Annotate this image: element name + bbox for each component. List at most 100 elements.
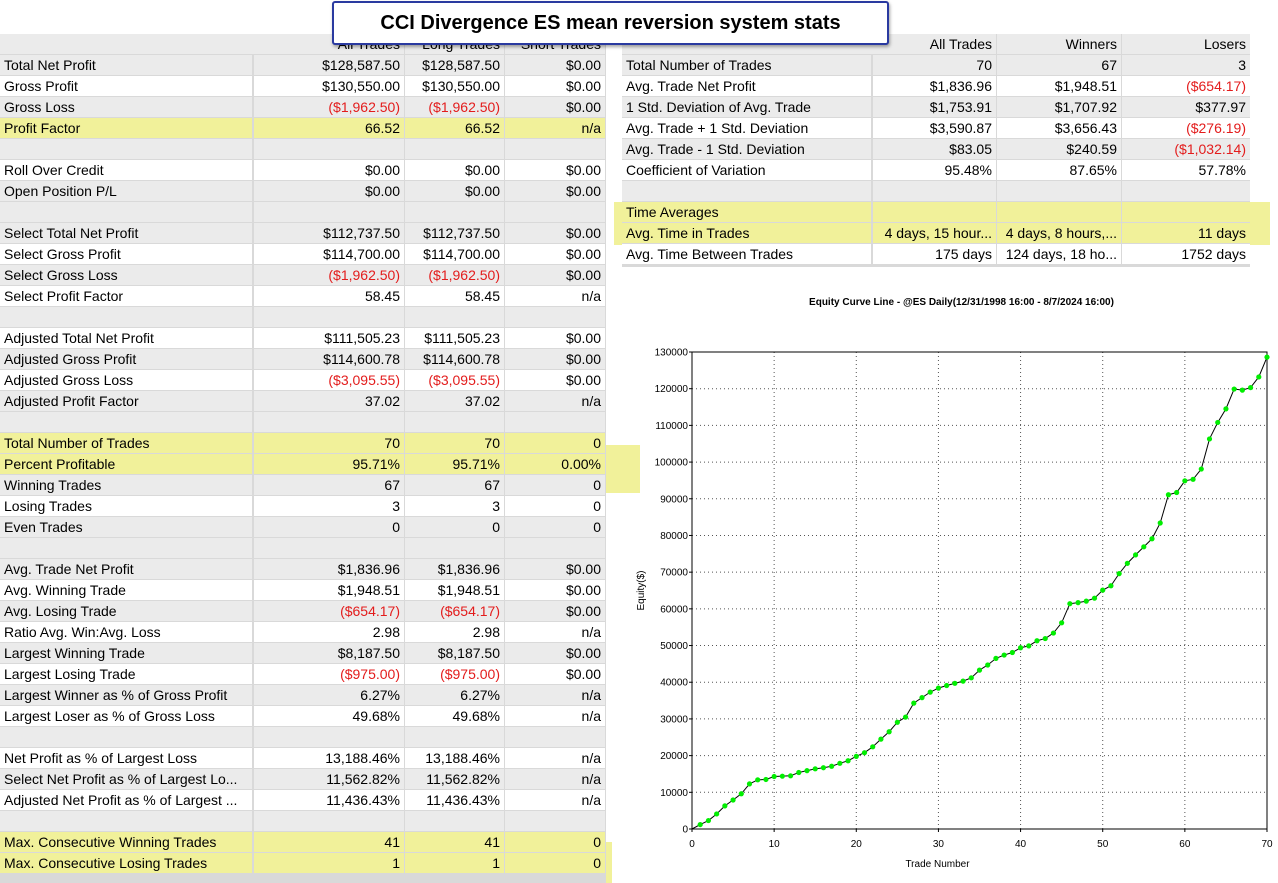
row-value: 2.98 (254, 622, 404, 642)
y-tick-label: 0 (682, 825, 688, 836)
row-value: 4 days, 8 hours,... (997, 223, 1121, 243)
left-table-row-adjusted-total-net-profit: Adjusted Total Net Profit $111,505.23 $111… (0, 328, 606, 349)
row-value: ($1,032.14) (1122, 139, 1250, 159)
row-value: $0.00 (505, 580, 605, 600)
row-label: Losing Trades (0, 496, 252, 516)
left-table-spacer-row (0, 307, 606, 328)
spacer-cell (405, 412, 504, 432)
equity-point (1165, 492, 1172, 498)
row-value: $1,948.51 (405, 580, 504, 600)
spacer-cell (873, 181, 996, 201)
left-table-row-roll-over-credit: Roll Over Credit $0.00 $0.00 $0.00 (0, 160, 606, 181)
row-value: $0.00 (505, 664, 605, 684)
equity-point (878, 736, 884, 742)
row-label: Even Trades (0, 517, 252, 537)
left-table-row-adjusted-profit-factor: Adjusted Profit Factor 37.02 37.02 n/a (0, 391, 606, 412)
equity-point (697, 821, 703, 828)
equity-point (861, 750, 868, 756)
row-value: n/a (505, 391, 605, 411)
spacer-cell (254, 412, 404, 432)
row-label: Coefficient of Variation (622, 160, 871, 180)
left-table-row-adjusted-gross-loss: Adjusted Gross Loss ($3,095.55) ($3,095.55… (0, 370, 606, 391)
equity-point (1198, 466, 1204, 472)
y-tick-label: 90000 (660, 494, 688, 505)
left-table-row-winning-trades: Winning Trades 67 67 0 (0, 475, 606, 496)
row-label: Largest Winner as % of Gross Profit (0, 685, 252, 705)
y-tick-label: 110000 (655, 421, 688, 432)
row-value: 11,562.82% (254, 769, 404, 789)
y-tick-label: 120000 (655, 384, 689, 395)
y-tick-label: 40000 (660, 678, 688, 689)
equity-point (960, 678, 966, 684)
row-label: Select Net Profit as % of Largest Lo... (0, 769, 252, 789)
equity-point (935, 685, 942, 691)
spacer-cell (405, 811, 504, 831)
row-value: $3,656.43 (997, 118, 1121, 138)
left-table-row-adjusted-gross-profit: Adjusted Gross Profit $114,600.78 $114,600… (0, 349, 606, 370)
equity-point (1174, 489, 1180, 496)
left-table-row-total-number-of-trades: Total Number of Trades 70 70 0 (0, 433, 606, 454)
spacer-cell (0, 307, 252, 327)
row-value: $0.00 (505, 181, 605, 201)
y-tick-label: 10000 (660, 788, 688, 799)
equity-point (1231, 386, 1237, 392)
equity-point (1141, 544, 1147, 550)
spacer-cell (254, 139, 404, 159)
row-value: 67 (254, 475, 404, 495)
row-value: ($975.00) (254, 664, 404, 684)
y-tick-label: 70000 (660, 568, 688, 579)
row-label: Avg. Winning Trade (0, 580, 252, 600)
equity-point (919, 695, 925, 701)
row-value: $128,587.50 (254, 55, 404, 75)
row-label: Time Averages (622, 202, 871, 222)
equity-point (1206, 436, 1213, 442)
row-value: 0 (405, 517, 504, 537)
right-table-row-time-averages: Time Averages (622, 202, 1250, 223)
equity-point (1091, 595, 1098, 601)
equity-point (1017, 645, 1024, 651)
row-value: $0.00 (505, 160, 605, 180)
row-value: $0.00 (505, 559, 605, 579)
spacer-cell (505, 727, 605, 747)
row-label: Select Gross Loss (0, 265, 252, 285)
row-value: 6.27% (405, 685, 504, 705)
equity-point (1075, 600, 1081, 606)
row-value: $0.00 (505, 643, 605, 663)
row-label: Adjusted Net Profit as % of Largest ... (0, 790, 252, 810)
equity-point (944, 682, 950, 689)
row-label: Adjusted Gross Loss (0, 370, 252, 390)
right-table-column-header: Winners (997, 34, 1121, 54)
equity-curve-chart: Equity Curve Line - @ES Daily(12/31/1998… (636, 297, 1273, 870)
spacer-cell (505, 412, 605, 432)
equity-point (976, 667, 983, 673)
row-label: Largest Winning Trade (0, 643, 252, 663)
row-value: ($654.17) (254, 601, 404, 621)
left-table-row-even-trades: Even Trades 0 0 0 (0, 517, 606, 538)
row-value: $112,737.50 (405, 223, 504, 243)
row-value: 87.65% (997, 160, 1121, 180)
row-value: 58.45 (254, 286, 404, 306)
row-label: Largest Losing Trade (0, 664, 252, 684)
left-table-row-gross-loss: Gross Loss ($1,962.50) ($1,962.50) $0.00 (0, 97, 606, 118)
x-tick-label: 50 (1097, 839, 1109, 850)
left-table-spacer-row (0, 727, 606, 748)
row-label: Avg. Losing Trade (0, 601, 252, 621)
left-table-row-select-gross-profit: Select Gross Profit $114,700.00 $114,700.0… (0, 244, 606, 265)
right-table-row-avg-time-in-trades: Avg. Time in Trades 4 days, 15 hour... 4 d… (622, 223, 1250, 244)
row-label: Select Profit Factor (0, 286, 252, 306)
equity-point (730, 797, 736, 803)
row-value: 0 (505, 517, 605, 537)
right-table-row-avg-trade-1-std-deviation: Avg. Trade - 1 Std. Deviation $83.05 $240.… (622, 139, 1250, 160)
equity-point (1239, 387, 1245, 393)
x-tick-label: 20 (851, 839, 863, 850)
x-tick-label: 30 (933, 839, 945, 850)
spacer-cell (405, 538, 504, 558)
equity-point (1149, 536, 1155, 542)
x-tick-label: 60 (1179, 839, 1191, 850)
y-axis-label: Equity($) (636, 570, 647, 610)
row-value: 49.68% (254, 706, 404, 726)
row-value: n/a (505, 118, 605, 138)
spacer-cell (505, 811, 605, 831)
equity-point (796, 769, 802, 776)
row-label: Avg. Trade Net Profit (622, 76, 871, 96)
